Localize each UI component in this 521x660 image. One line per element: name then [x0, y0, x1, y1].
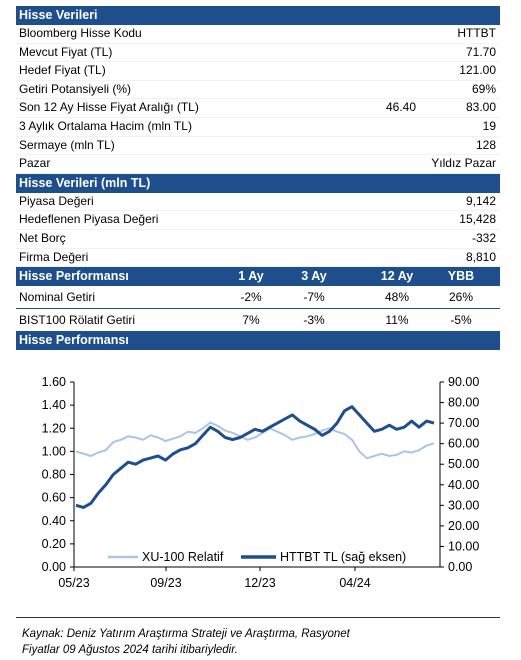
footnote: Kaynak: Deniz Yatırım Araştırma Strateji… [22, 626, 350, 658]
y-left-tick-label: 1.00 [42, 444, 66, 458]
divider [16, 308, 500, 310]
col-header-3m: 3 Ay [301, 269, 327, 284]
col-header-1m: 1 Ay [238, 269, 264, 284]
table-row: Pazar Yıldız Pazar [16, 155, 500, 174]
table-row: Firma Değeri 8,810 [16, 249, 500, 268]
x-tick-label: 09/23 [150, 576, 181, 590]
row-value: 69% [471, 81, 496, 96]
row-value: HTTBT [457, 26, 496, 40]
row-value: 9,142 [465, 193, 496, 208]
y-right-tick-label: 20.00 [448, 519, 479, 533]
cell-value: -3% [303, 313, 325, 328]
table-row: Sermaye (mln TL) 128 [16, 137, 500, 156]
row-value: 15,428 [459, 212, 496, 227]
row-value: -332 [471, 230, 496, 245]
section-header-performance: Hisse Performansı 1 Ay 3 Ay 12 Ay YBB [16, 267, 500, 287]
y-left-tick-label: 0.00 [42, 560, 66, 574]
cell-value: 48% [384, 290, 410, 305]
y-left-tick-label: 1.40 [42, 398, 66, 412]
series-line-0 [75, 421, 435, 460]
table-row: 3 Aylık Ortalama Hacim (mln TL) 19 [16, 118, 500, 137]
cell-value: 7% [242, 313, 260, 328]
y-left-tick-label: 1.60 [42, 375, 66, 389]
row-label: Bloomberg Hisse Kodu [19, 26, 142, 40]
row-label: Pazar [19, 156, 51, 171]
legend-label-price: HTTBT TL (sağ eksen) [280, 550, 406, 564]
row-value: 83.00 [465, 100, 496, 115]
row-label: Net Borç [19, 230, 66, 245]
row-value: 19 [482, 118, 496, 133]
col-header-ytd: YBB [447, 269, 475, 284]
y-right-tick-label: 50.00 [448, 457, 479, 471]
cell-value: 26% [448, 290, 474, 305]
row-label: Hedeflenen Piyasa Değeri [19, 212, 159, 227]
y-right-tick-label: 40.00 [448, 478, 479, 492]
performance-row-relative: BIST100 Rölatif Getiri 7% -3% 11% -5% [16, 309, 500, 331]
row-label: 3 Aylık Ortalama Hacim (mln TL) [19, 118, 192, 133]
row-mid-value: 46.40 [385, 100, 417, 115]
row-value: 121.00 [459, 63, 496, 78]
y-right-tick-label: 0.00 [448, 560, 472, 574]
x-tick-label: 04/24 [339, 576, 370, 590]
cell-value: 11% [385, 313, 409, 328]
table-row: Son 12 Ay Hisse Fiyat Aralığı (TL) 46.40 8… [16, 99, 500, 118]
row-label: Son 12 Ay Hisse Fiyat Aralığı (TL) [19, 100, 199, 115]
table-row: Hedeflenen Piyasa Değeri 15,428 [16, 211, 500, 230]
x-tick-label: 12/23 [244, 576, 275, 590]
y-left-tick-label: 1.20 [42, 421, 66, 435]
col-header-12m: 12 Ay [380, 269, 414, 284]
chart-svg: 0.00 0.20 0.40 0.60 0.80 1.00 1.20 1.40 1.60 0.00… [42, 375, 480, 590]
row-label: Nominal Getiri [19, 290, 96, 305]
footnote-date: Fiyatlar 09 Ağustos 2024 tarihi itibariy… [22, 644, 238, 656]
section-header-stock-data: Hisse Verileri [16, 6, 500, 25]
performance-chart: 0.00 0.20 0.40 0.60 0.80 1.00 1.20 1.40 1.60 0.00… [16, 360, 500, 610]
y-left-tick-label: 0.20 [42, 537, 66, 551]
performance-title: Hisse Performansı [19, 269, 129, 284]
row-label: Hedef Fiyat (TL) [19, 63, 106, 78]
section-header-chart: Hisse Performansı [16, 331, 500, 351]
cell-value: -2% [240, 290, 262, 305]
y-right-tick-label: 10.00 [448, 539, 479, 553]
table-row: Mevcut Fiyat (TL) 71.70 [16, 44, 500, 63]
row-value: 128 [475, 137, 496, 152]
cell-value: -7% [303, 290, 325, 305]
row-label: Sermaye (mln TL) [19, 137, 115, 152]
row-label: BIST100 Rölatif Getiri [19, 313, 136, 328]
row-value: 71.70 [465, 44, 496, 59]
stock-data-panel: Hisse Verileri Bloomberg Hisse Kodu HTTBT… [16, 6, 500, 351]
performance-row-nominal: Nominal Getiri -2% -7% 48% 26% [16, 286, 500, 308]
row-value: Yıldız Pazar [431, 156, 496, 171]
legend-box [104, 548, 364, 566]
table-row: Hedef Fiyat (TL) 121.00 [16, 62, 500, 81]
cell-value: -5% [450, 313, 472, 328]
y-right-tick-label: 80.00 [448, 396, 479, 410]
table-row: Net Borç -332 [16, 230, 500, 249]
y-left-tick-label: 0.60 [42, 491, 66, 505]
legend-label-relative: XU-100 Relatif [142, 550, 224, 564]
row-label: Piyasa Değeri [19, 193, 94, 208]
divider [16, 617, 500, 618]
series-line-1 [75, 405, 435, 509]
y-right-tick-label: 70.00 [448, 416, 479, 430]
section-header-stock-data-mln: Hisse Verileri (mln TL) [16, 173, 500, 193]
row-label: Mevcut Fiyat (TL) [19, 44, 113, 59]
y-right-tick-label: 90.00 [448, 375, 479, 389]
x-tick-label: 05/23 [58, 576, 89, 590]
valuation-table: Piyasa Değeri 9,142 Hedeflenen Piyasa Değe… [16, 193, 500, 268]
y-right-tick-label: 30.00 [448, 498, 479, 512]
y-left-tick-label: 0.40 [42, 514, 66, 528]
y-right-tick-label: 60.00 [448, 437, 479, 451]
stock-data-table: Bloomberg Hisse Kodu HTTBT Mevcut Fiyat (T… [16, 25, 500, 174]
footnote-source: Kaynak: Deniz Yatırım Araştırma Strateji… [22, 628, 350, 640]
table-row: Getiri Potansiyeli (%) 69% [16, 81, 500, 100]
y-left-tick-label: 0.80 [42, 468, 66, 482]
row-label: Firma Değeri [19, 249, 89, 264]
table-row: Piyasa Değeri 9,142 [16, 193, 500, 212]
table-row: Bloomberg Hisse Kodu HTTBT [16, 25, 500, 44]
row-label: Getiri Potansiyeli (%) [19, 81, 132, 96]
row-value: 8,810 [465, 249, 496, 264]
